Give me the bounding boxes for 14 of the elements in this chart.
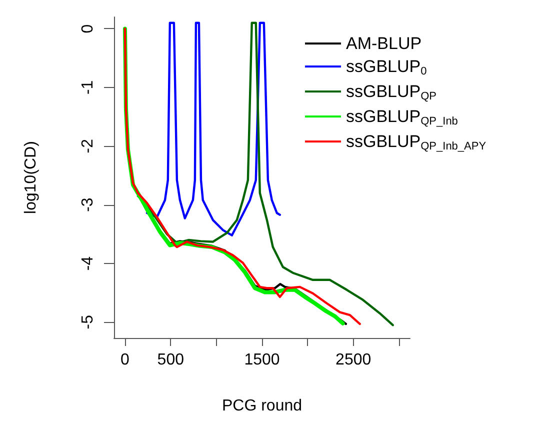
y-tick-label: -3 <box>80 198 96 212</box>
x-tick-label: 1500 <box>244 352 280 368</box>
y-tick-label: -5 <box>80 314 96 330</box>
x-tick-label: 0 <box>120 352 130 368</box>
line-series <box>146 22 282 236</box>
x-axis-title: PCG round <box>222 398 302 414</box>
legend-label: AM-BLUP <box>346 34 422 53</box>
y-tick-label: -4 <box>80 256 96 271</box>
x-tick-label: 500 <box>157 352 184 368</box>
y-axis-title: log10(CD) <box>22 141 40 214</box>
y-tick-label: -2 <box>80 138 96 154</box>
x-tick-label: 2500 <box>336 352 372 368</box>
y-tick-label: -1 <box>80 80 96 95</box>
y-tick-label: 0 <box>80 24 96 34</box>
